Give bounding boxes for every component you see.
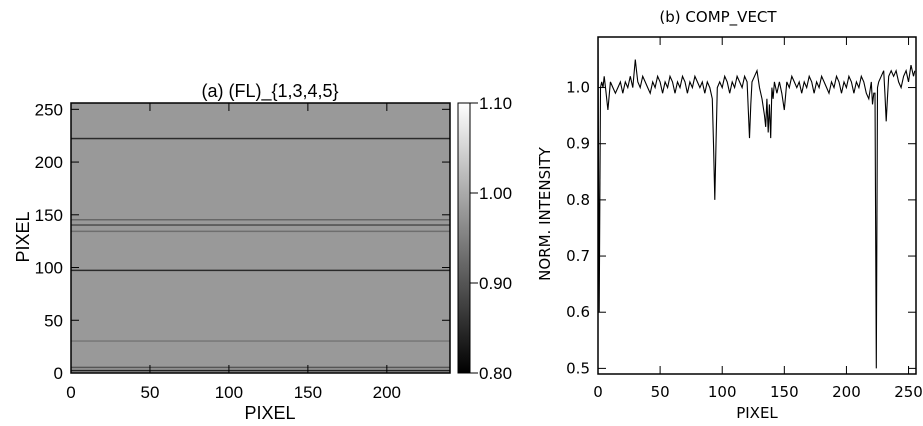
- heatmap-title: (a) (FL)_{1,3,4,5}: [201, 81, 338, 102]
- heatmap-x-tick-label: 50: [140, 383, 159, 402]
- heatmap-row-band: [71, 366, 450, 369]
- line-plot-x-tick-label: 150: [770, 383, 799, 401]
- line-plot-y-tick-label: 0.9: [566, 135, 590, 153]
- heatmap-x-tick-label: 0: [66, 383, 75, 402]
- heatmap-x-ticks: 0 50 100 150 200: [66, 103, 401, 402]
- heatmap-y-axis-label: PIXEL: [13, 211, 33, 262]
- heatmap-panel: 0 50 100 150 200 0 50 100 150 200 250 (a) (FL)_{1…: [13, 81, 451, 423]
- line-plot-y-tick-label: 1.0: [566, 79, 590, 97]
- line-plot-frame: [597, 36, 917, 375]
- line-plot-y-ticks: 0.5 0.6 0.7 0.8 0.9 1.0: [566, 79, 916, 377]
- colorbar-tick-label: 1.10: [479, 94, 512, 113]
- line-plot-y-tick-label: 0.6: [566, 303, 590, 321]
- colorbar-ticks: 0.80 0.90 1.00 1.10: [470, 94, 512, 383]
- colorbar-tick-label: 0.80: [479, 364, 512, 383]
- line-plot-x-tick-label: 50: [651, 383, 670, 401]
- comp-vect-series-line: [598, 37, 916, 369]
- heatmap-rows: [71, 137, 450, 372]
- line-plot-y-axis-label: NORM. INTENSITY: [536, 146, 554, 281]
- heatmap-y-tick-label: 200: [35, 153, 63, 172]
- heatmap-row-band: [71, 137, 450, 140]
- heatmap-x-tick-label: 150: [294, 383, 322, 402]
- heatmap-y-tick-label: 0: [54, 364, 63, 383]
- heatmap-row-band: [71, 340, 450, 342]
- heatmap-row-band: [71, 369, 450, 372]
- line-plot-y-tick-label: 0.7: [566, 247, 590, 265]
- line-plot-x-tick-label: 0: [593, 383, 603, 401]
- line-plot-x-tick-label: 200: [832, 383, 861, 401]
- line-plot-title: (b) COMP_VECT: [659, 8, 777, 27]
- heatmap-x-tick-label: 100: [215, 383, 243, 402]
- line-plot-y-tick-label: 0.8: [566, 191, 590, 209]
- colorbar: 0.80 0.90 1.00 1.10: [457, 94, 512, 383]
- heatmap-x-axis-label: PIXEL: [244, 403, 295, 423]
- line-plot-y-tick-label: 0.5: [566, 359, 590, 377]
- colorbar-tick-label: 1.00: [479, 184, 512, 203]
- heatmap-y-tick-label: 50: [44, 311, 63, 330]
- heatmap-y-tick-label: 250: [35, 100, 63, 119]
- heatmap-y-ticks: 0 50 100 150 200 250: [35, 100, 450, 383]
- line-plot-x-tick-label: 250: [894, 383, 923, 401]
- heatmap-image: [71, 103, 450, 373]
- line-plot-panel: 0 50 100 150 200 250 0.5 0.6 0.7 0.8 0.9 1.0 (b) C…: [536, 8, 923, 422]
- heatmap-x-tick-label: 200: [373, 383, 401, 402]
- line-plot-x-tick-label: 100: [708, 383, 737, 401]
- heatmap-y-tick-label: 150: [35, 206, 63, 225]
- heatmap-row-band: [71, 219, 450, 221]
- line-plot-x-ticks: 0 50 100 150 200 250: [593, 37, 923, 401]
- heatmap-row-band: [71, 269, 450, 272]
- heatmap-row-band: [71, 224, 450, 226]
- line-plot-x-axis-label: PIXEL: [736, 404, 778, 422]
- heatmap-row-band: [71, 230, 450, 233]
- heatmap-frame: [70, 102, 451, 374]
- colorbar-tick-label: 0.90: [479, 274, 512, 293]
- colorbar-gradient: [457, 102, 471, 374]
- heatmap-y-tick-label: 100: [35, 259, 63, 278]
